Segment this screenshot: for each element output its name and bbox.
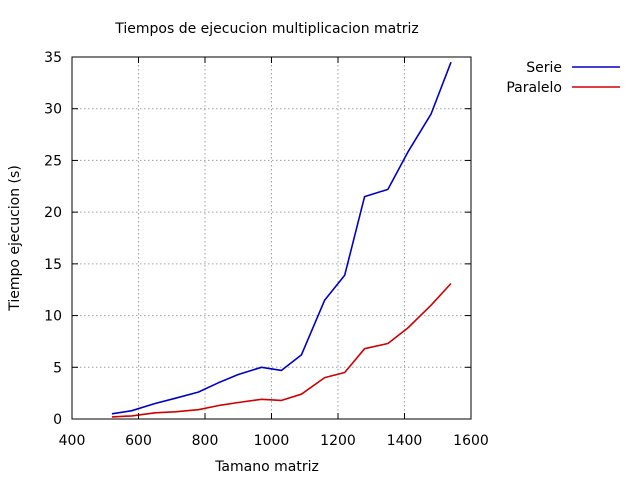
y-axis-label: Tiempo ejecucion (s) [7,165,23,312]
y-tick-label: 25 [44,153,62,169]
x-axis-label: Tamano matriz [214,459,319,475]
x-tick-label: 1200 [320,433,356,449]
y-tick-label: 15 [44,257,62,273]
y-tick-label: 35 [44,50,62,66]
x-tick-label: 1400 [387,433,423,449]
y-tick-label: 20 [44,205,62,221]
series-layer [111,61,452,418]
y-tick-label: 5 [53,360,62,376]
grid [72,57,471,419]
tick-labels: 400 600 800 1000 1200 1400 1600 0 5 10 15 20 25 30 35 [44,50,489,449]
series-line-serie [111,61,452,415]
chart-title: Tiempos de ejecucion multiplicacion matr… [114,21,418,37]
legend: Serie Paralelo [506,60,620,96]
y-tick-label: 10 [44,309,62,325]
x-tick-label: 1600 [453,433,489,449]
y-tick-label: 0 [53,412,62,428]
x-tick-label: 800 [192,433,219,449]
y-tick-label: 30 [44,102,62,118]
legend-label-paralelo: Paralelo [506,80,562,96]
series-line-paralelo [111,282,452,418]
x-tick-label: 600 [125,433,152,449]
x-tick-label: 1000 [254,433,290,449]
legend-label-serie: Serie [526,60,562,76]
x-tick-label: 400 [59,433,86,449]
axis-ticks [71,56,472,420]
